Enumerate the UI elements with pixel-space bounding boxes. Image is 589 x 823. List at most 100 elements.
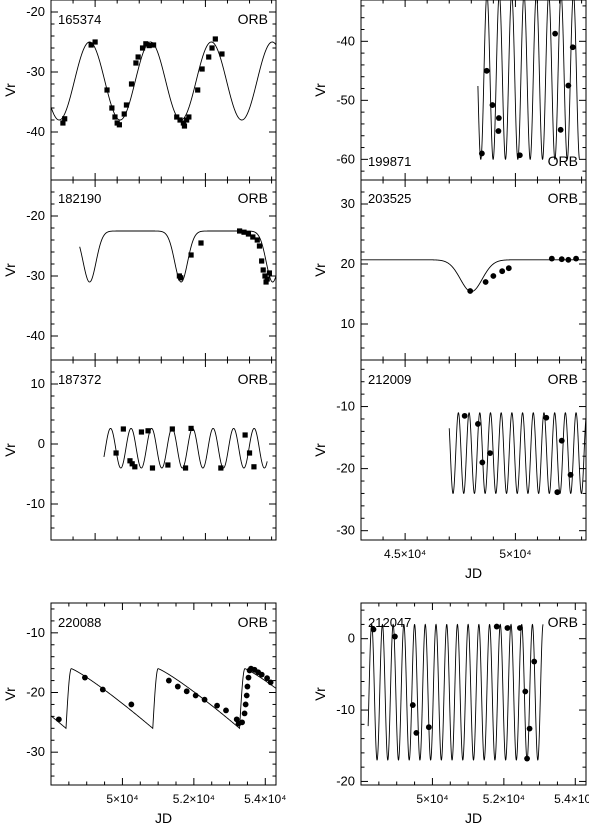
x-tick-label: 4.5×10⁴ xyxy=(384,547,426,561)
panel-tag: ORB xyxy=(238,614,268,630)
data-point xyxy=(262,273,268,279)
plot-frame xyxy=(50,602,277,786)
data-point xyxy=(552,30,559,37)
data-point xyxy=(178,275,184,281)
y-tick-label: 0 xyxy=(38,436,45,451)
data-point xyxy=(567,471,574,478)
data-point xyxy=(558,437,565,444)
data-point xyxy=(88,42,94,48)
data-point xyxy=(209,45,215,51)
data-point xyxy=(245,231,252,237)
data-point xyxy=(558,256,565,263)
data-point xyxy=(184,117,190,123)
panel-star-label: 203525 xyxy=(368,191,411,206)
data-point xyxy=(237,228,243,234)
panel-220088: -10 -20 -30 5×10⁴ 5.2×10⁴ 5.4×10⁴ Vr JD xyxy=(2,602,286,823)
data-point xyxy=(182,465,189,471)
data-point xyxy=(244,683,251,690)
data-point xyxy=(127,458,133,464)
data-point xyxy=(219,51,225,57)
panel-star-label: 199871 xyxy=(368,154,411,169)
panel-tag: ORB xyxy=(548,614,578,630)
data-point xyxy=(554,489,561,496)
data-point xyxy=(573,255,579,262)
panel-star-label: 220088 xyxy=(58,615,101,630)
x-axis-label: JD xyxy=(155,810,172,823)
y-tick-label: -10 xyxy=(26,625,45,640)
data-point xyxy=(251,464,257,470)
data-point xyxy=(499,268,506,275)
y-tick-label: -20 xyxy=(336,461,355,476)
data-point xyxy=(195,87,201,93)
data-point xyxy=(493,623,500,630)
data-point xyxy=(425,724,432,731)
y-tick-label: -10 xyxy=(336,702,355,717)
data-point xyxy=(82,674,88,681)
data-point xyxy=(174,114,180,120)
x-tick-label: 5×10⁴ xyxy=(416,792,448,806)
y-tick-label: 10 xyxy=(31,376,45,391)
data-point xyxy=(132,464,138,470)
data-point xyxy=(241,710,248,717)
data-point xyxy=(254,237,260,243)
data-point xyxy=(121,111,127,117)
plot-frame xyxy=(360,179,587,361)
model-curve xyxy=(477,0,580,160)
data-point xyxy=(264,675,270,682)
data-point xyxy=(138,429,145,435)
y-tick-label: -20 xyxy=(26,4,45,19)
panel-212009: -10 -20 -30 4.5×10⁴ 5×10⁴ Vr JD xyxy=(312,359,587,581)
data-point xyxy=(174,683,181,690)
data-point xyxy=(143,41,149,47)
data-point xyxy=(259,258,265,264)
panel-tag: ORB xyxy=(548,153,578,169)
data-point xyxy=(263,279,269,285)
data-point xyxy=(116,122,122,128)
y-tick-label: -20 xyxy=(26,208,45,223)
data-point xyxy=(192,692,199,699)
data-point xyxy=(243,692,250,699)
y-tick-label: 0 xyxy=(348,631,355,646)
data-point xyxy=(409,702,416,708)
panel-star-label: 187372 xyxy=(58,372,101,387)
data-point xyxy=(413,729,420,736)
data-point xyxy=(505,265,512,272)
x-tick-label: 5.2×10⁴ xyxy=(483,792,525,806)
panel-212047: 0 -10 -20 5×10⁴ 5.2×10⁴ 5.4×10⁴ Vr JD xyxy=(312,602,589,823)
data-point xyxy=(483,67,490,74)
data-point xyxy=(123,102,130,108)
data-point xyxy=(188,252,194,258)
model-curve xyxy=(361,259,586,293)
data-point xyxy=(128,81,135,87)
data-point xyxy=(181,123,188,129)
panel-tag: ORB xyxy=(548,371,578,387)
panel-182190: -20 -30 -40 Vr xyxy=(2,179,277,361)
data-point xyxy=(258,671,265,678)
panel-tag: ORB xyxy=(238,371,268,387)
data-point xyxy=(188,425,194,431)
data-point xyxy=(245,674,252,681)
data-point xyxy=(198,240,204,246)
panel-165374: -20 -30 -40 Vr xyxy=(2,0,277,181)
data-point xyxy=(169,426,175,432)
y-tick-label: -20 xyxy=(26,685,45,700)
data-point xyxy=(150,42,157,48)
plot-frame xyxy=(50,359,277,541)
data-point xyxy=(531,658,538,665)
y-axis-label: Vr xyxy=(312,687,328,701)
y-tick-label: 20 xyxy=(341,256,355,271)
data-point xyxy=(149,465,156,471)
data-point xyxy=(479,459,486,466)
data-point xyxy=(180,120,186,126)
data-point xyxy=(490,273,497,279)
data-point xyxy=(165,462,171,468)
panel-203525: 30 20 10 Vr xyxy=(312,179,587,361)
plot-frame xyxy=(360,359,587,541)
data-point xyxy=(256,243,263,249)
panel-star-label: 212009 xyxy=(368,372,411,387)
data-point xyxy=(504,625,511,631)
data-point xyxy=(543,414,550,421)
y-axis-label: Vr xyxy=(2,443,18,457)
data-point xyxy=(467,288,474,294)
